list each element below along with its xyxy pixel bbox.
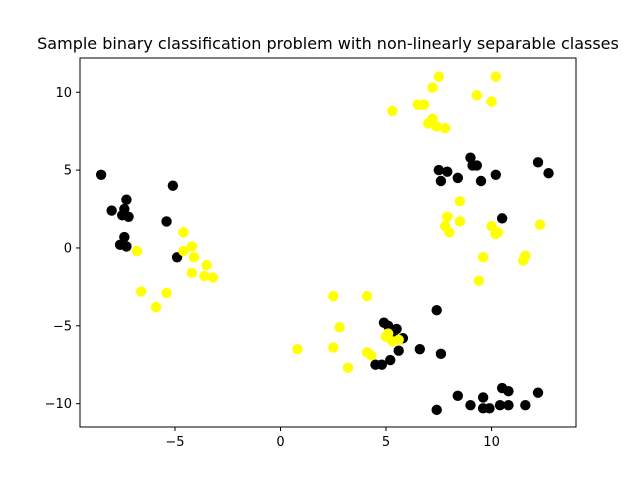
axis-ticks: −5 0 5 10 −10 −5 0 5 10 <box>45 86 500 450</box>
data-point-class-1 <box>387 105 398 117</box>
data-point-class-1 <box>473 275 485 286</box>
data-point-class-0 <box>391 323 402 335</box>
data-point-class-0 <box>414 343 426 355</box>
data-point-class-0 <box>484 403 495 414</box>
data-point-class-0 <box>442 166 453 177</box>
data-point-class-0 <box>106 205 117 216</box>
data-point-class-1 <box>427 82 438 93</box>
data-point-class-0 <box>171 252 183 263</box>
data-point-class-1 <box>131 245 143 257</box>
data-point-class-0 <box>465 400 476 411</box>
data-point-class-0 <box>435 348 447 360</box>
data-point-class-1 <box>292 343 303 355</box>
data-point-class-1 <box>178 245 189 257</box>
data-point-class-1 <box>477 252 489 263</box>
data-point-class-0 <box>496 213 508 224</box>
data-point-class-0 <box>471 160 482 171</box>
data-point-class-0 <box>431 404 442 416</box>
data-point-class-0 <box>532 387 544 398</box>
data-point-class-1 <box>201 259 212 271</box>
data-point-class-1 <box>361 291 373 302</box>
y-tick-label: −5 <box>53 319 72 334</box>
data-point-class-1 <box>186 267 198 279</box>
data-point-class-0 <box>543 168 554 179</box>
data-point-class-0 <box>119 231 130 243</box>
data-point-class-0 <box>123 211 134 223</box>
data-point-class-1 <box>454 196 466 207</box>
data-point-class-1 <box>490 71 501 82</box>
data-point-class-1 <box>471 90 482 101</box>
data-point-class-0 <box>465 152 476 163</box>
data-point-class-1 <box>136 286 147 297</box>
data-point-class-0 <box>477 392 489 403</box>
data-point-class-0 <box>121 241 132 252</box>
data-point-class-0 <box>431 305 442 316</box>
data-point-class-0 <box>167 180 179 191</box>
x-tick-label: −5 <box>165 435 184 450</box>
data-point-class-0 <box>382 320 394 331</box>
x-tick-label: 10 <box>483 435 500 450</box>
data-point-class-1 <box>366 350 377 361</box>
data-point-class-0 <box>503 400 514 411</box>
data-point-class-1 <box>520 250 531 261</box>
data-point-class-1 <box>328 291 339 302</box>
y-tick-label: 10 <box>55 86 72 101</box>
data-point-class-1 <box>207 272 219 283</box>
data-point-class-0 <box>532 157 544 168</box>
data-point-class-1 <box>393 334 404 346</box>
data-point-class-1 <box>150 301 162 313</box>
data-point-class-1 <box>442 211 453 223</box>
data-point-class-0 <box>119 203 130 215</box>
data-point-class-0 <box>376 359 388 370</box>
data-point-class-1 <box>431 121 442 132</box>
data-point-class-0 <box>161 216 172 227</box>
data-point-class-0 <box>503 385 514 397</box>
y-tick-label: 5 <box>64 164 72 179</box>
plot-area-frame <box>79 57 577 428</box>
data-point-class-0 <box>435 175 447 187</box>
data-point-class-0 <box>490 169 501 180</box>
data-point-class-0 <box>494 400 506 411</box>
data-point-class-1 <box>178 227 189 238</box>
y-tick-label: 0 <box>64 241 72 256</box>
data-point-class-1 <box>492 227 504 238</box>
data-point-class-0 <box>475 175 487 187</box>
data-point-class-1 <box>486 96 497 107</box>
y-tick-label: −10 <box>45 397 72 412</box>
data-point-class-1 <box>199 270 210 282</box>
data-point-class-1 <box>444 227 455 238</box>
data-point-class-0 <box>433 164 445 176</box>
data-point-class-1 <box>342 362 354 374</box>
chart-title: Sample binary classification problem wit… <box>37 34 619 53</box>
data-point-class-1 <box>161 287 172 299</box>
data-point-class-0 <box>121 194 132 205</box>
data-point-class-1 <box>534 219 546 230</box>
data-points <box>95 71 554 416</box>
data-point-class-1 <box>186 241 198 252</box>
data-point-class-1 <box>418 99 430 110</box>
data-point-class-0 <box>393 345 404 356</box>
data-point-class-0 <box>385 354 396 366</box>
data-point-class-0 <box>95 169 107 180</box>
data-point-class-0 <box>520 400 531 411</box>
data-point-class-1 <box>486 220 497 232</box>
data-point-class-1 <box>433 71 445 82</box>
data-point-class-1 <box>328 342 339 353</box>
data-point-class-1 <box>188 252 200 263</box>
x-tick-label: 5 <box>382 435 390 450</box>
data-point-class-0 <box>452 172 464 184</box>
data-point-class-1 <box>439 122 451 134</box>
data-point-class-1 <box>334 322 345 333</box>
data-point-class-1 <box>454 216 466 227</box>
x-tick-label: 0 <box>276 435 284 450</box>
data-point-class-1 <box>427 113 438 124</box>
data-point-class-0 <box>452 390 464 402</box>
data-point-class-1 <box>382 328 394 339</box>
